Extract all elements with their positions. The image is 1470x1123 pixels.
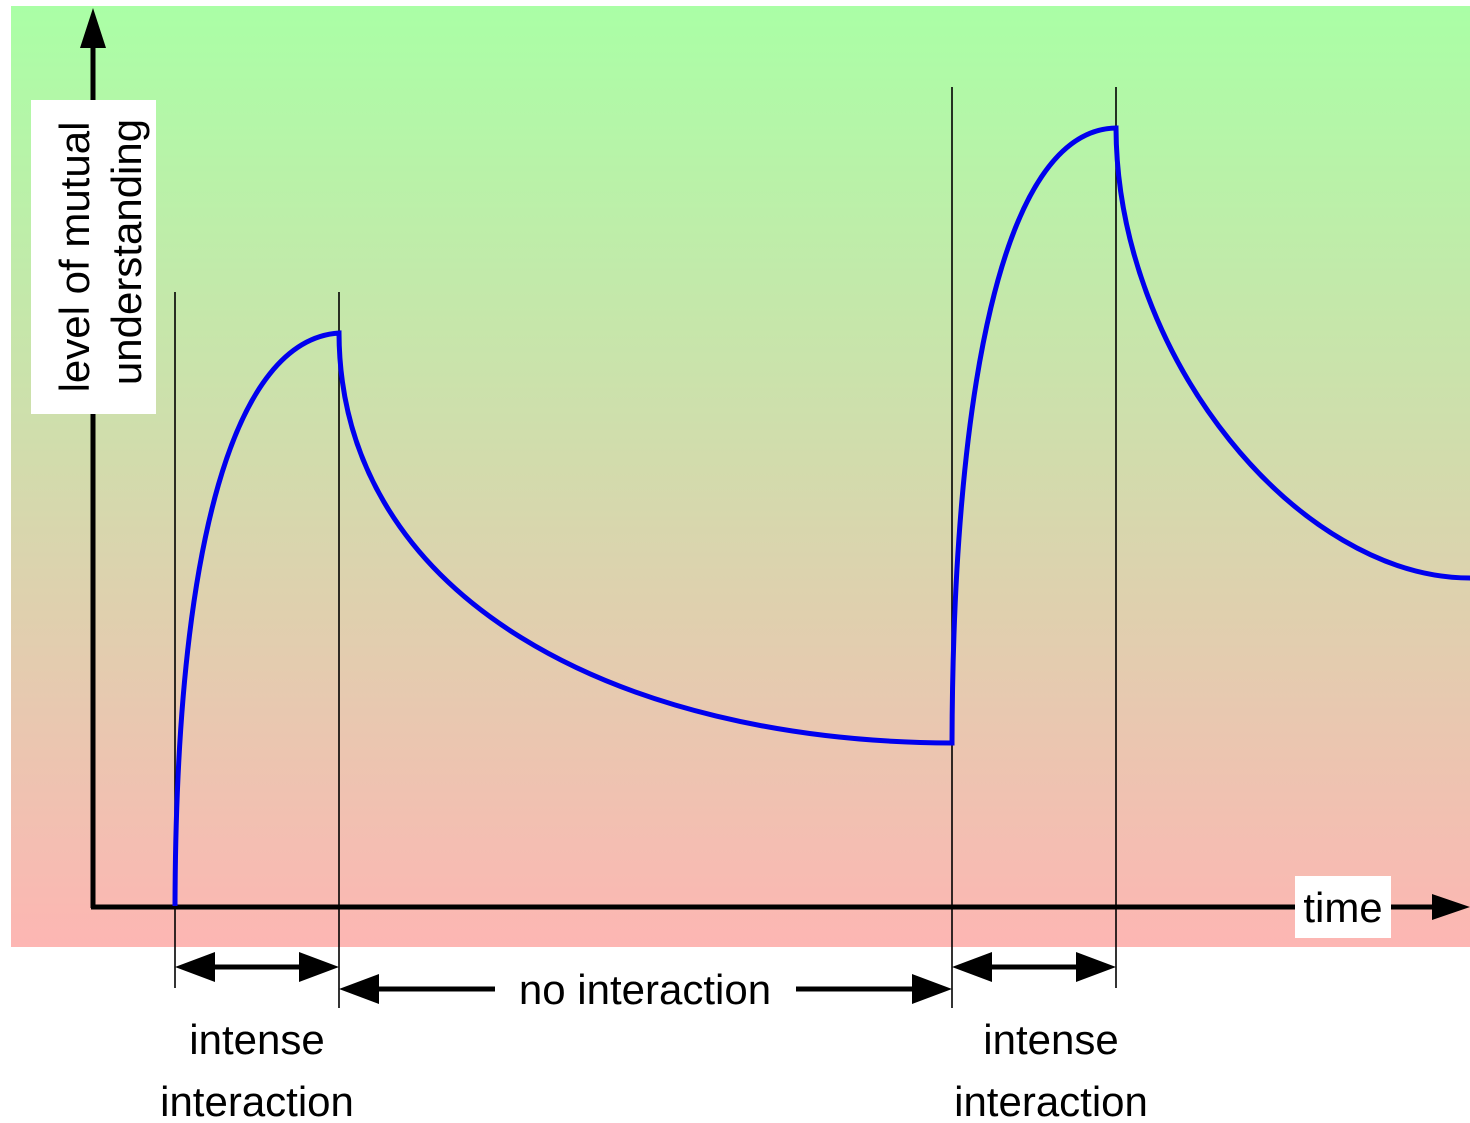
y-axis-label-line1: level of mutual: [51, 122, 98, 393]
second-interval-label-line2: interaction: [954, 1078, 1148, 1123]
gap-interval-label: no interaction: [519, 966, 771, 1013]
second-interval-label-line1: intense: [983, 1016, 1118, 1063]
first-interval-label-line1: intense: [189, 1016, 324, 1063]
first-interval-arrow: [175, 952, 339, 982]
understanding-curve: [172, 125, 1470, 907]
background-gradient: [11, 6, 1470, 947]
second-interval-arrow: [952, 952, 1116, 982]
y-axis-label-line2-group: understanding: [103, 119, 150, 385]
x-axis-label: time: [1303, 884, 1382, 931]
y-axis-label: level of mutual: [51, 122, 98, 393]
x-axis-arrowhead: [1432, 894, 1470, 920]
gap-interval-arrow: [339, 974, 952, 1004]
y-axis-arrowhead: [80, 8, 106, 48]
first-interval-label-line2: interaction: [160, 1078, 354, 1123]
y-axis-label-box: [31, 100, 156, 414]
x-axis-label-box: [1295, 876, 1391, 938]
y-axis-label-line2: understanding: [103, 119, 150, 385]
